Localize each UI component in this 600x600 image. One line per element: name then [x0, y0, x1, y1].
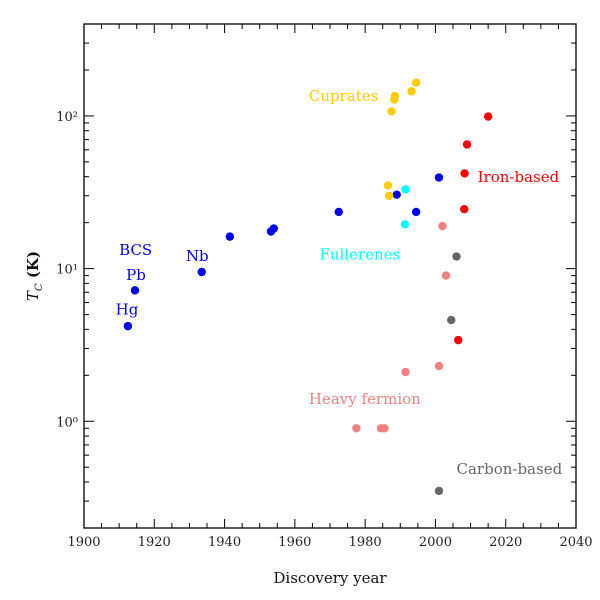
- x-tick-label: 2020: [489, 535, 522, 550]
- y-tick-label: 10²: [56, 110, 78, 125]
- point-iron-based: [483, 112, 493, 121]
- point-cuprates: [390, 91, 400, 101]
- label-nb: Nb: [186, 247, 209, 265]
- x-tick-labels: 1900 1920 1940 1960 1980 2000 2020 2040: [67, 535, 592, 550]
- point-carbon-based: [452, 252, 461, 261]
- point-iron-based: [460, 204, 469, 214]
- point-bcs: [123, 321, 133, 331]
- point-bcs: [392, 190, 401, 199]
- point-bcs: [197, 267, 206, 277]
- point-cuprates: [384, 191, 394, 200]
- point-iron-based: [454, 335, 463, 345]
- point-bcs: [434, 173, 444, 182]
- point-heavy-fermion: [401, 367, 410, 377]
- label-iron-based: Iron-based: [478, 168, 560, 186]
- x-tick-label: 2000: [419, 535, 452, 550]
- point-bcs: [269, 224, 278, 233]
- point-cuprates: [411, 78, 421, 87]
- label-fullerenes: Fullerenes: [319, 245, 400, 263]
- series-annotations: BCS Nb Pb Hg Cuprates Iron-based Fullerenes Hea…: [116, 87, 563, 478]
- x-tick-label: 1900: [67, 535, 100, 550]
- label-heavy-fermion: Heavy fermion: [309, 390, 421, 408]
- x-tick-label: 1960: [278, 535, 311, 550]
- y-axis-title: TC (K): [24, 251, 45, 301]
- x-tick-label: 1920: [138, 535, 171, 550]
- point-carbon-based: [447, 315, 456, 325]
- point-heavy-fermion: [380, 424, 389, 433]
- y-axis-title-unit: (K): [24, 251, 42, 283]
- y-tick-label: 10¹: [56, 263, 78, 278]
- point-bcs: [130, 286, 140, 295]
- point-heavy-fermion: [438, 221, 447, 231]
- point-bcs: [334, 207, 343, 217]
- axis-ticks: [83, 23, 577, 529]
- point-iron-based: [460, 169, 469, 178]
- data-points: [123, 78, 493, 496]
- x-tick-label: 2040: [559, 535, 592, 550]
- label-pb: Pb: [126, 266, 146, 284]
- label-cuprates: Cuprates: [309, 87, 378, 105]
- y-tick-label: 10⁰: [56, 415, 78, 430]
- point-bcs: [225, 232, 235, 241]
- point-carbon-based: [434, 486, 444, 496]
- x-tick-label: 1940: [208, 535, 241, 550]
- x-tick-label: 1980: [349, 535, 382, 550]
- label-carbon-based: Carbon-based: [457, 460, 563, 478]
- y-axis-title-symbol: T: [24, 290, 42, 301]
- point-heavy-fermion: [352, 424, 361, 433]
- point-iron-based: [462, 140, 472, 149]
- point-heavy-fermion: [434, 361, 444, 371]
- y-tick-labels: 10⁰ 10¹ 10²: [56, 110, 78, 430]
- label-hg: Hg: [116, 301, 139, 319]
- point-fullerenes: [401, 185, 410, 194]
- point-fullerenes: [400, 220, 410, 229]
- y-axis-title-subscript: C: [34, 283, 45, 291]
- point-bcs: [411, 207, 421, 217]
- x-axis-title: Discovery year: [273, 569, 387, 587]
- point-cuprates: [407, 87, 416, 96]
- label-bcs: BCS: [119, 241, 152, 259]
- point-heavy-fermion: [441, 271, 451, 280]
- point-cuprates: [383, 181, 393, 190]
- point-cuprates: [387, 107, 396, 116]
